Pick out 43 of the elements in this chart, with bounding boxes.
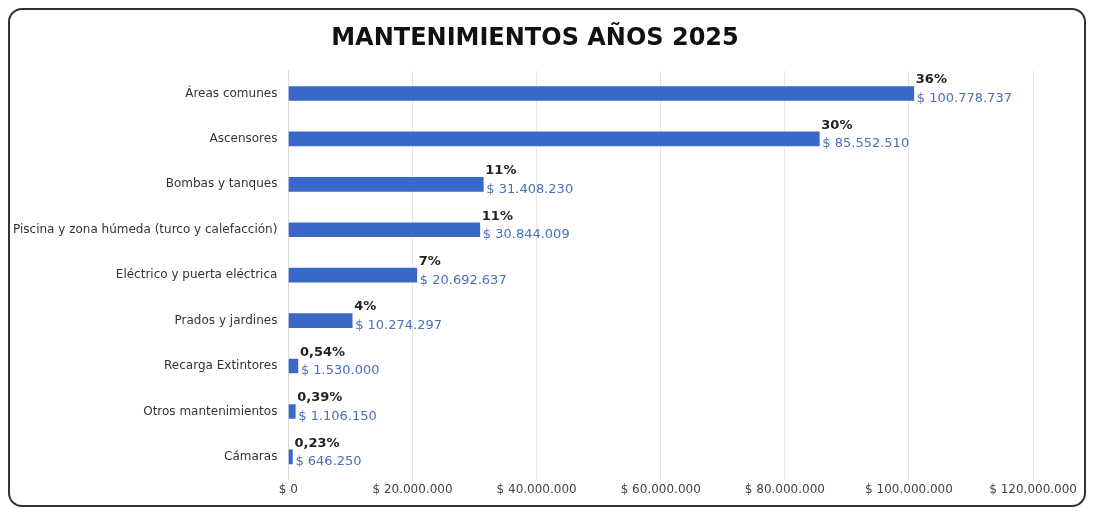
x-tick-label: $ 20.000.000 <box>372 481 453 496</box>
x-tick-label: $ 60.000.000 <box>620 481 701 496</box>
y-tick-label: Áreas comunes <box>185 84 278 100</box>
data-label: $ 85.552.510 <box>822 135 910 151</box>
y-tick-label: Ascensores <box>209 131 278 146</box>
x-tick-label: $ 120.000.000 <box>989 481 1077 496</box>
bar <box>288 222 481 238</box>
x-tick-label: $ 0 <box>278 481 298 496</box>
y-tick-label: Eléctrico y puerta eléctrica <box>115 267 278 282</box>
bar <box>288 449 293 465</box>
y-tick-label: Cámaras <box>224 449 278 464</box>
x-tick-label: $ 100.000.000 <box>865 481 953 496</box>
annotation: 0,39% <box>297 389 343 405</box>
x-tick-label: $ 80.000.000 <box>744 481 825 496</box>
data-label: $ 20.692.637 <box>419 271 507 287</box>
annotation: 11% <box>485 162 517 178</box>
y-tick-label: Recarga Extintores <box>164 358 278 373</box>
bar <box>288 404 296 419</box>
bar <box>288 131 820 147</box>
annotation: 0,23% <box>294 434 340 450</box>
annotation: 11% <box>481 207 513 223</box>
y-tick-label: Prados y jardines <box>174 312 278 327</box>
annotation: 36% <box>915 71 947 87</box>
data-label: $ 100.778.737 <box>916 89 1012 105</box>
annotation: 30% <box>821 116 853 132</box>
x-tick-label: $ 40.000.000 <box>496 481 577 496</box>
data-label: $ 30.844.009 <box>482 226 570 242</box>
data-label: $ 1.530.000 <box>300 362 380 378</box>
chart-title: MANTENIMIENTOS AÑOS 2025 <box>331 21 739 51</box>
data-label: $ 10.274.297 <box>355 317 442 332</box>
data-label: $ 31.408.230 <box>486 180 574 196</box>
bar <box>288 313 353 328</box>
y-tick-label: Bombas y tanques <box>165 176 278 191</box>
bar <box>288 177 484 192</box>
y-tick-label: Piscina y zona húmeda (turco y calefacción) <box>12 221 278 236</box>
y-tick-label: Otros mantenimientos <box>143 403 278 418</box>
data-label: $ 646.250 <box>295 453 362 469</box>
annotation: 7% <box>418 253 441 269</box>
annotation: 4% <box>354 298 377 314</box>
bar <box>288 267 418 283</box>
bar <box>288 86 915 101</box>
data-label: $ 1.106.150 <box>298 407 377 423</box>
annotation: 0,54% <box>299 343 345 359</box>
